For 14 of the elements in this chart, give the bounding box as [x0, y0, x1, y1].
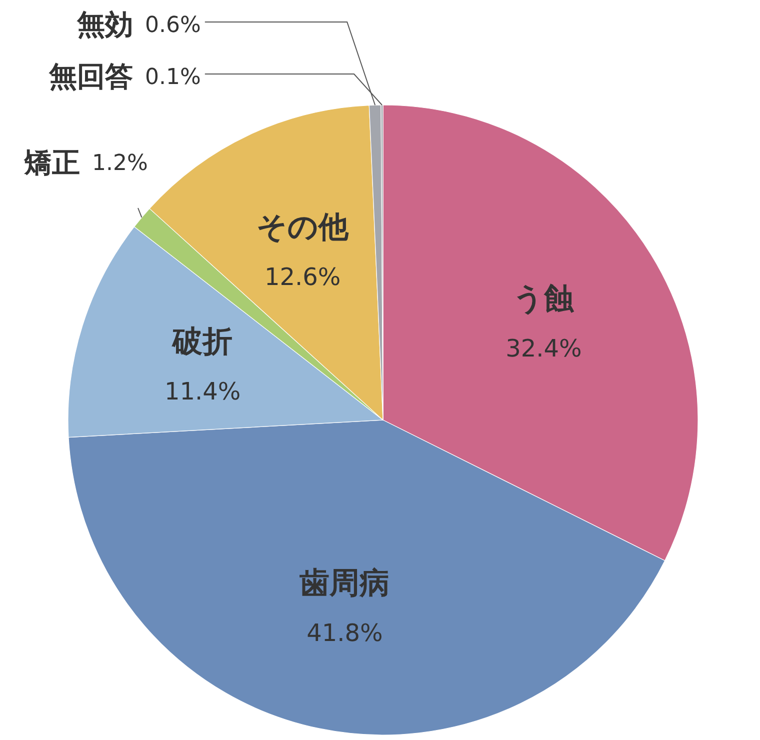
data-label: 0.6%	[145, 13, 201, 38]
data-label: 1.2%	[92, 151, 148, 176]
data-label: 11.4%	[164, 378, 241, 406]
slice-label: 無効	[76, 8, 133, 41]
slice-label: その他	[256, 210, 350, 245]
data-label: 0.1%	[145, 65, 201, 90]
slice-label: 矯正	[23, 146, 80, 179]
data-label: 32.4%	[506, 334, 582, 363]
slice-label: う蝕	[513, 282, 576, 317]
data-label: 41.8%	[306, 619, 383, 648]
slice-label: 破折	[172, 324, 233, 360]
data-label: 12.6%	[264, 262, 341, 291]
slice-label: 歯周病	[300, 566, 390, 602]
slice-label: 無回答	[48, 60, 133, 93]
